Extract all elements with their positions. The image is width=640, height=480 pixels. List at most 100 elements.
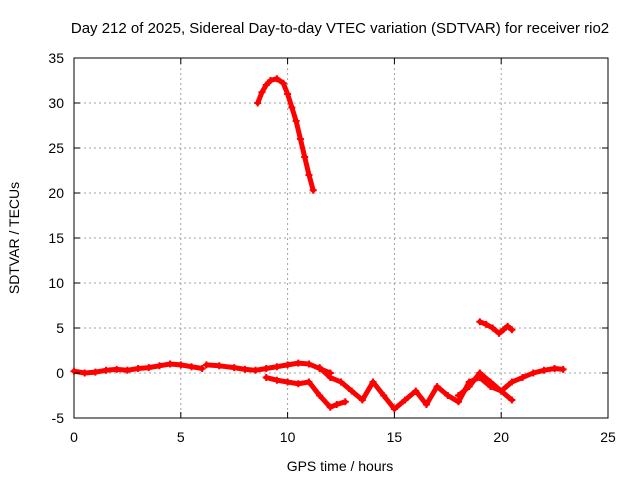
x-tick-label: 0 <box>70 429 78 445</box>
data-point <box>267 77 275 84</box>
data-point <box>559 365 567 373</box>
data-point <box>294 380 302 388</box>
data-point <box>551 365 559 372</box>
data-point <box>273 363 281 371</box>
x-tick-label: 25 <box>600 429 616 445</box>
y-ticks: -5 0 5 10 15 20 25 30 35 <box>48 50 608 426</box>
data-point <box>519 374 527 381</box>
x-tick-label: 5 <box>177 429 185 445</box>
y-axis-label: SDTVAR / TECUs <box>6 182 22 294</box>
x-ticks: 0 5 10 15 20 25 <box>70 58 616 445</box>
x-tick-label: 15 <box>387 429 403 445</box>
y-tick-label: 0 <box>56 365 64 381</box>
data-point <box>495 329 503 337</box>
data-point <box>294 359 302 367</box>
data-point <box>305 171 313 179</box>
series-trace <box>317 365 566 412</box>
data-point <box>70 367 78 375</box>
data-point <box>81 369 89 377</box>
data-point <box>508 396 516 404</box>
data-point <box>390 405 398 413</box>
series-wavy-band <box>316 364 567 413</box>
data-point <box>358 396 366 404</box>
data-point <box>487 378 495 386</box>
data-point <box>284 90 292 98</box>
grid <box>74 58 608 418</box>
data-point <box>254 99 262 107</box>
data-point <box>262 365 270 372</box>
data-point <box>454 398 462 406</box>
data-point <box>326 403 334 411</box>
data-point <box>134 365 142 372</box>
y-tick-label: 15 <box>48 230 64 246</box>
series-trace <box>456 370 515 403</box>
data-point <box>215 362 223 370</box>
x-tick-label: 10 <box>280 429 296 445</box>
data-point <box>309 186 317 194</box>
data-point <box>198 365 206 372</box>
data-point <box>465 383 473 390</box>
data-point <box>433 383 441 390</box>
data-point <box>296 135 304 143</box>
data-point <box>91 368 99 376</box>
data-point <box>202 361 210 369</box>
data-point <box>476 369 484 377</box>
data-point <box>301 153 309 161</box>
chart-title: Day 212 of 2025, Sidereal Day-to-day VTE… <box>71 20 609 37</box>
data-point <box>444 392 452 399</box>
data-point <box>113 365 121 373</box>
data-point <box>305 360 313 368</box>
data-point <box>540 366 548 374</box>
data-point <box>454 392 462 399</box>
series-short-arc-late <box>476 318 516 337</box>
data-point <box>529 369 537 377</box>
data-point <box>348 387 356 395</box>
x-axis-label: GPS time / hours <box>287 458 394 474</box>
series-arc-peak <box>254 75 317 194</box>
data-point <box>508 326 516 334</box>
data-point <box>380 392 388 399</box>
data-point <box>177 361 185 369</box>
data-point <box>316 392 324 399</box>
data-point <box>241 365 249 373</box>
series-trace <box>255 76 316 193</box>
data-point <box>489 324 497 332</box>
data-point <box>326 374 334 381</box>
data-point <box>258 88 266 96</box>
data-point <box>412 387 420 395</box>
data-point <box>316 364 324 372</box>
data-point <box>333 401 341 408</box>
y-tick-label: 35 <box>48 50 64 66</box>
data-point <box>288 104 296 111</box>
data-series <box>70 75 567 413</box>
data-point <box>273 376 281 384</box>
data-point <box>497 387 505 395</box>
data-point <box>482 320 490 328</box>
data-point <box>504 322 512 330</box>
data-point <box>499 326 507 334</box>
data-point <box>284 361 292 369</box>
data-point <box>230 364 238 372</box>
y-tick-label: 25 <box>48 140 64 156</box>
data-point <box>187 363 195 371</box>
y-tick-label: -5 <box>52 410 65 426</box>
series-dip-arc <box>262 374 349 411</box>
y-tick-label: 10 <box>48 275 64 291</box>
data-point <box>292 117 300 125</box>
y-tick-label: 30 <box>48 95 64 111</box>
x-tick-label: 20 <box>493 429 509 445</box>
y-tick-label: 20 <box>48 185 64 201</box>
data-point <box>123 366 131 374</box>
data-point <box>369 378 377 386</box>
data-point <box>155 362 163 370</box>
y-tick-label: 5 <box>56 320 64 336</box>
data-point <box>102 366 110 374</box>
data-point <box>252 366 260 374</box>
series-late-band-b <box>454 369 516 404</box>
data-point <box>273 75 281 83</box>
data-point <box>422 401 430 408</box>
data-point <box>341 398 349 406</box>
data-point <box>508 378 516 386</box>
data-point <box>284 378 292 386</box>
